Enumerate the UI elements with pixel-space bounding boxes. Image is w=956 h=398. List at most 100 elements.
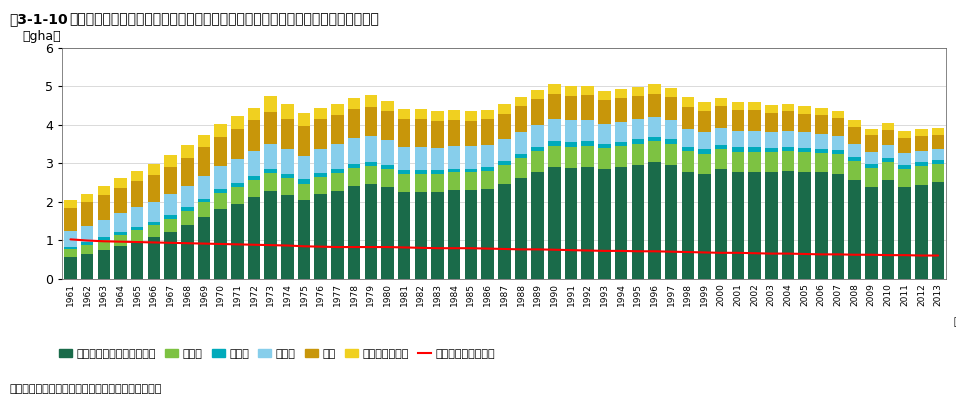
Bar xyxy=(431,174,444,192)
Bar xyxy=(198,217,210,279)
Bar xyxy=(115,246,127,279)
Bar xyxy=(565,142,577,146)
Bar xyxy=(147,175,161,202)
Bar xyxy=(865,168,878,187)
Bar xyxy=(398,192,410,279)
Bar xyxy=(498,104,511,113)
Bar xyxy=(164,219,177,232)
Bar xyxy=(98,195,110,220)
Bar xyxy=(514,178,527,279)
Bar xyxy=(782,111,794,131)
Bar xyxy=(782,171,794,279)
Bar xyxy=(115,232,127,235)
Bar xyxy=(115,213,127,232)
Bar xyxy=(899,169,911,187)
Bar xyxy=(331,169,344,173)
Bar xyxy=(731,131,744,147)
Bar xyxy=(147,222,161,225)
Bar xyxy=(248,197,260,279)
Bar xyxy=(231,116,244,129)
Bar xyxy=(248,151,260,176)
Bar xyxy=(448,172,461,190)
Bar xyxy=(448,146,461,169)
Bar xyxy=(281,178,293,195)
Bar xyxy=(581,141,594,146)
Bar xyxy=(532,100,544,125)
Bar xyxy=(315,108,327,119)
Bar xyxy=(899,131,911,138)
Bar xyxy=(664,98,678,120)
Bar xyxy=(348,98,360,109)
Bar xyxy=(181,158,193,186)
Bar xyxy=(265,191,277,279)
Bar xyxy=(415,119,427,146)
Bar xyxy=(298,126,311,156)
Bar xyxy=(798,113,811,133)
Bar xyxy=(64,208,76,231)
Bar xyxy=(415,146,427,170)
Bar xyxy=(848,120,861,127)
Bar xyxy=(731,172,744,279)
Bar xyxy=(648,162,661,279)
Bar xyxy=(565,146,577,168)
Bar xyxy=(648,141,661,162)
Bar xyxy=(798,148,811,152)
Bar xyxy=(147,202,161,222)
Bar xyxy=(298,183,311,200)
Bar xyxy=(465,172,477,190)
Bar xyxy=(398,170,410,174)
Bar xyxy=(98,240,110,250)
Bar xyxy=(881,158,894,162)
Bar xyxy=(749,172,761,279)
Bar xyxy=(581,167,594,279)
Bar xyxy=(498,113,511,139)
Bar xyxy=(815,134,828,148)
Bar xyxy=(448,190,461,279)
Text: 図3-1-10: 図3-1-10 xyxy=(10,12,68,26)
Bar xyxy=(881,181,894,279)
Bar xyxy=(514,132,527,154)
Bar xyxy=(765,133,777,148)
Bar xyxy=(348,186,360,279)
Bar xyxy=(498,166,511,184)
Bar xyxy=(749,102,761,111)
Bar xyxy=(364,184,377,279)
Bar xyxy=(615,122,627,142)
Bar xyxy=(632,165,644,279)
Bar xyxy=(364,162,377,166)
Bar xyxy=(331,104,344,115)
Bar xyxy=(181,186,193,207)
Bar xyxy=(315,177,327,194)
Bar xyxy=(181,207,193,211)
Bar xyxy=(698,154,710,174)
Bar xyxy=(198,176,210,199)
Bar xyxy=(632,96,644,119)
Bar xyxy=(231,159,244,183)
Bar xyxy=(832,118,844,136)
Bar xyxy=(364,166,377,184)
Bar xyxy=(64,201,76,208)
Bar xyxy=(715,149,728,169)
Bar xyxy=(81,242,94,245)
Bar xyxy=(482,119,494,145)
Bar xyxy=(548,94,560,119)
Bar xyxy=(598,100,611,123)
Bar xyxy=(348,138,360,164)
Bar xyxy=(598,144,611,148)
Bar xyxy=(431,170,444,174)
Bar xyxy=(98,220,110,238)
Bar xyxy=(765,105,777,113)
Bar xyxy=(348,168,360,186)
Bar xyxy=(698,133,710,149)
Bar xyxy=(581,146,594,167)
Bar xyxy=(315,149,327,173)
Bar xyxy=(932,149,945,160)
Bar xyxy=(765,113,777,133)
Bar xyxy=(265,112,277,144)
Bar xyxy=(715,98,728,106)
Bar xyxy=(298,156,311,179)
Bar xyxy=(198,135,210,147)
Text: （年）: （年） xyxy=(953,318,956,328)
Bar xyxy=(548,84,560,94)
Bar xyxy=(514,106,527,132)
